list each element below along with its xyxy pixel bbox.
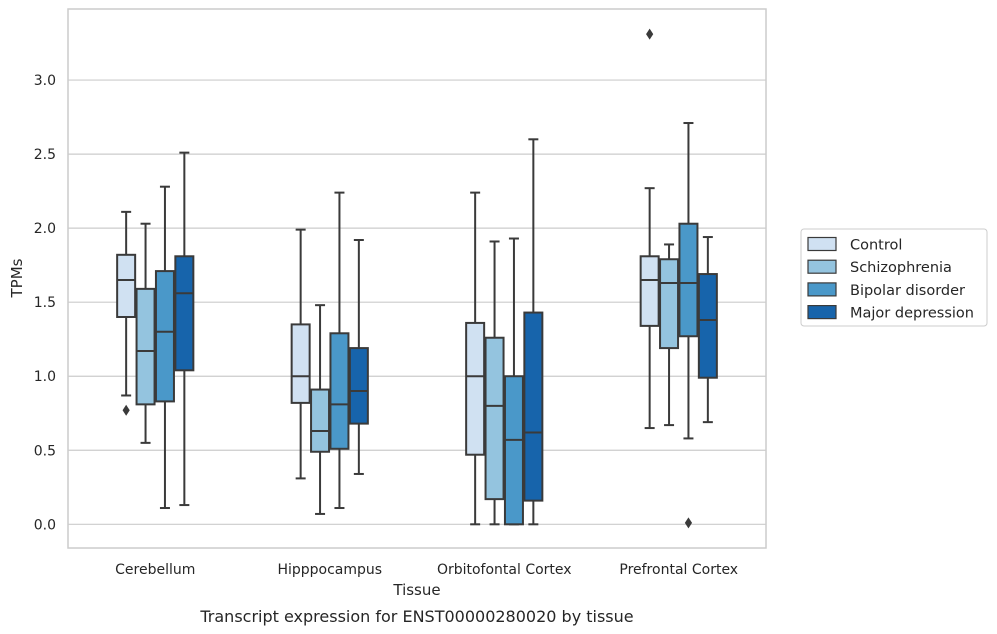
legend-label: Control: [850, 238, 902, 254]
box-iqr: [659, 258, 680, 350]
box-iqr: [290, 323, 311, 404]
y-tick-label: 2.5: [34, 147, 56, 163]
x-tick-labels: Cerebellum Hipppocampus Orbitofontal Corte…: [115, 562, 738, 578]
box-iqr: [154, 270, 175, 403]
legend-label: Major depression: [850, 306, 974, 322]
legend-swatch: [807, 236, 837, 252]
y-axis-title: TPMs: [8, 258, 26, 298]
box-0-1: [135, 222, 156, 444]
legend-frame: [800, 228, 988, 327]
box-iqr: [348, 347, 369, 425]
box-3-0: [639, 28, 660, 430]
box-3-3: [697, 236, 718, 424]
y-tick-labels: 0.0 0.5 1.0 1.5 2.0 2.5 3.0: [34, 73, 56, 533]
boxes-layer: [116, 28, 718, 529]
y-tick-label: 1.0: [34, 369, 56, 385]
box-iqr: [329, 332, 350, 450]
legend-items: Control Schizophrenia Bipolar disorder Majo…: [807, 236, 974, 322]
box-iqr: [503, 375, 524, 526]
box-2-0: [465, 191, 486, 526]
box-iqr: [465, 321, 486, 456]
box-1-2: [329, 191, 350, 510]
box-1-1: [310, 304, 331, 515]
box-iqr: [484, 336, 505, 501]
box-iqr: [639, 255, 660, 327]
x-tick-label: Cerebellum: [115, 562, 195, 578]
box-iqr: [523, 311, 544, 502]
x-axis-title: Tissue: [392, 581, 440, 599]
plot-frame: [67, 8, 767, 549]
y-tick-label: 0.5: [34, 443, 56, 459]
y-tick-label: 1.5: [34, 295, 56, 311]
box-0-2: [154, 185, 175, 510]
box-0-3: [174, 151, 195, 507]
box-2-1: [484, 240, 505, 526]
legend-swatch: [807, 259, 837, 274]
box-iqr: [697, 273, 718, 379]
box-iqr: [310, 388, 331, 453]
x-tick-label: Hipppocampus: [277, 562, 382, 578]
box-3-2: [678, 122, 699, 529]
box-2-2: [503, 237, 524, 526]
box-iqr: [174, 255, 195, 372]
chart-caption: Transcript expression for ENST0000028002…: [199, 607, 633, 626]
legend-swatch: [807, 282, 837, 297]
box-3-1: [659, 243, 680, 427]
legend-label: Bipolar disorder: [850, 283, 965, 299]
box-0-0: [116, 210, 137, 416]
legend: Control Schizophrenia Bipolar disorder Majo…: [800, 228, 988, 327]
box-iqr: [135, 287, 156, 406]
legend-swatch: [807, 305, 837, 320]
y-tick-label: 0.0: [34, 517, 56, 533]
x-tick-label: Orbitofontal Cortex: [437, 562, 572, 578]
box-iqr: [116, 253, 137, 318]
box-1-3: [348, 239, 369, 475]
legend-label: Schizophrenia: [850, 260, 952, 276]
x-tick-label: Prefrontal Cortex: [619, 562, 738, 578]
outlier-marker: [684, 517, 693, 529]
box-2-3: [523, 138, 544, 526]
box-1-0: [290, 228, 311, 480]
y-tick-label: 2.0: [34, 221, 56, 237]
y-tick-label: 3.0: [34, 73, 56, 89]
box-iqr: [678, 222, 699, 338]
outlier-marker: [646, 28, 654, 40]
outlier-marker: [122, 404, 130, 416]
